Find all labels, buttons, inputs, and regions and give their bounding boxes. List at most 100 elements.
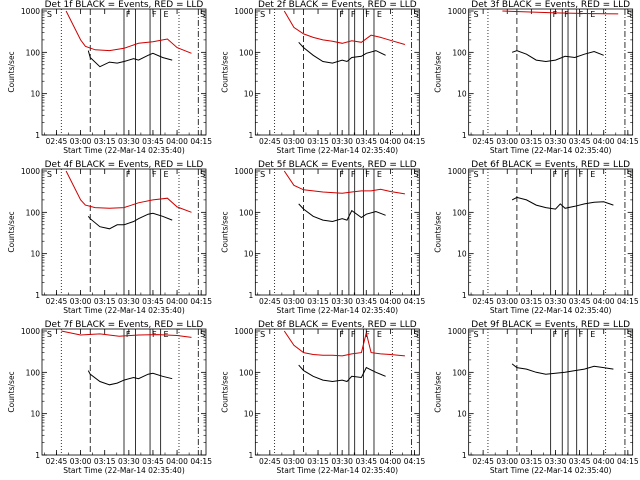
lld-series-line (283, 10, 406, 45)
x-tick-label: 03:15 (307, 137, 329, 146)
x-axis-label: Start Time (22-Mar-14 02:35:40) (63, 466, 185, 475)
x-axis-label: Start Time (22-Mar-14 02:35:40) (63, 146, 185, 155)
x-tick-label: 03:00 (496, 137, 518, 146)
x-axis-label: Start Time (22-Mar-14 02:35:40) (490, 146, 612, 155)
y-tick-label: 1 (249, 291, 254, 300)
x-axis-label: Start Time (22-Mar-14 02:35:40) (490, 306, 612, 315)
y-tick-label: 10 (457, 90, 467, 99)
x-tick-label: 02:45 (46, 137, 68, 146)
x-tick-label: 03:30 (331, 457, 353, 466)
time-marker-S: S (47, 330, 52, 339)
events-series-line (298, 203, 386, 223)
y-axis-label: Counts/sec (220, 51, 229, 92)
time-marker-F: F (351, 170, 356, 179)
x-tick-label: 02:45 (46, 457, 68, 466)
y-axis-label: Counts/sec (220, 211, 229, 252)
x-tick-label: 02:45 (472, 297, 494, 306)
time-marker-S: S (627, 170, 632, 179)
x-tick-label: 03:00 (283, 137, 305, 146)
y-tick-label: 1 (35, 131, 40, 140)
time-marker-F: F (564, 170, 569, 179)
x-tick-label: 03:00 (496, 457, 518, 466)
x-tick-label: 03:15 (521, 297, 543, 306)
x-tick-label: 02:45 (259, 297, 281, 306)
x-tick-label: 03:45 (142, 137, 164, 146)
y-tick-label: 1 (462, 131, 467, 140)
y-tick-label: 1000 (448, 167, 467, 176)
time-marker-S: S (47, 10, 52, 19)
y-tick-label: 100 (452, 48, 467, 57)
time-marker-S: S (260, 330, 265, 339)
x-tick-label: 03:45 (569, 137, 591, 146)
x-tick-label: 03:00 (70, 137, 92, 146)
panel-title: Det 8f BLACK = Events, RED = LLD (258, 320, 417, 330)
time-marker-F: F (553, 10, 558, 19)
time-marker-S: S (200, 170, 205, 179)
y-axis-label: Counts/sec (7, 371, 16, 412)
time-marker-S: S (627, 10, 632, 19)
time-marker-E: E (377, 330, 382, 339)
panel-title: Det 5f BLACK = Events, RED = LLD (258, 160, 417, 170)
x-tick-label: 02:45 (472, 137, 494, 146)
panel-title: Det 4f BLACK = Events, RED = LLD (45, 160, 204, 170)
time-marker-E: E (590, 330, 595, 339)
y-axis-label: Counts/sec (7, 211, 16, 252)
time-marker-F: F (553, 170, 558, 179)
x-axis-label: Start Time (22-Mar-14 02:35:40) (63, 306, 185, 315)
time-marker-F: F (126, 170, 131, 179)
x-tick-label: 04:15 (617, 137, 639, 146)
y-axis-label: Counts/sec (434, 51, 443, 92)
time-marker-F: F (339, 170, 344, 179)
time-marker-S: S (473, 330, 478, 339)
time-marker-S: S (260, 10, 265, 19)
y-tick-label: 10 (457, 410, 467, 419)
time-marker-S: S (200, 10, 205, 19)
x-tick-label: 03:00 (70, 297, 92, 306)
x-tick-label: 03:45 (355, 137, 377, 146)
panel-title: Det 3f BLACK = Events, RED = LLD (471, 0, 630, 10)
x-tick-label: 04:00 (593, 137, 615, 146)
x-tick-label: 03:45 (355, 297, 377, 306)
y-tick-label: 10 (244, 250, 254, 259)
x-tick-label: 04:15 (617, 297, 639, 306)
y-tick-label: 1 (35, 451, 40, 460)
time-marker-F: F (365, 170, 370, 179)
x-tick-label: 04:00 (380, 297, 402, 306)
y-tick-label: 100 (26, 208, 41, 217)
x-tick-label: 03:30 (118, 457, 140, 466)
panel-title: Det 7f BLACK = Events, RED = LLD (45, 320, 204, 330)
time-marker-S: S (47, 170, 52, 179)
x-tick-label: 04:15 (404, 457, 426, 466)
x-tick-label: 04:15 (190, 457, 212, 466)
y-tick-label: 10 (457, 250, 467, 259)
x-tick-label: 04:00 (593, 457, 615, 466)
x-tick-label: 03:15 (521, 137, 543, 146)
time-marker-S: S (414, 330, 419, 339)
x-axis-label: Start Time (22-Mar-14 02:35:40) (277, 466, 399, 475)
panel-title: Det 2f BLACK = Events, RED = LLD (258, 0, 417, 10)
y-axis-label: Counts/sec (434, 371, 443, 412)
events-series-line (87, 370, 173, 386)
x-tick-label: 02:45 (46, 297, 68, 306)
events-series-line (298, 364, 386, 383)
y-tick-label: 1 (462, 451, 467, 460)
y-axis-label: Counts/sec (220, 371, 229, 412)
x-axis-label: Start Time (22-Mar-14 02:35:40) (277, 306, 399, 315)
x-tick-label: 03:00 (496, 297, 518, 306)
y-tick-label: 1 (462, 291, 467, 300)
events-series-line (87, 50, 173, 68)
time-marker-E: E (164, 10, 169, 19)
events-series-line (511, 363, 614, 375)
y-tick-label: 100 (239, 208, 254, 217)
time-marker-E: E (590, 170, 595, 179)
x-tick-label: 03:15 (94, 137, 116, 146)
time-marker-F: F (126, 330, 131, 339)
x-tick-label: 03:00 (283, 297, 305, 306)
time-marker-F: F (564, 10, 569, 19)
time-marker-E: E (590, 10, 595, 19)
